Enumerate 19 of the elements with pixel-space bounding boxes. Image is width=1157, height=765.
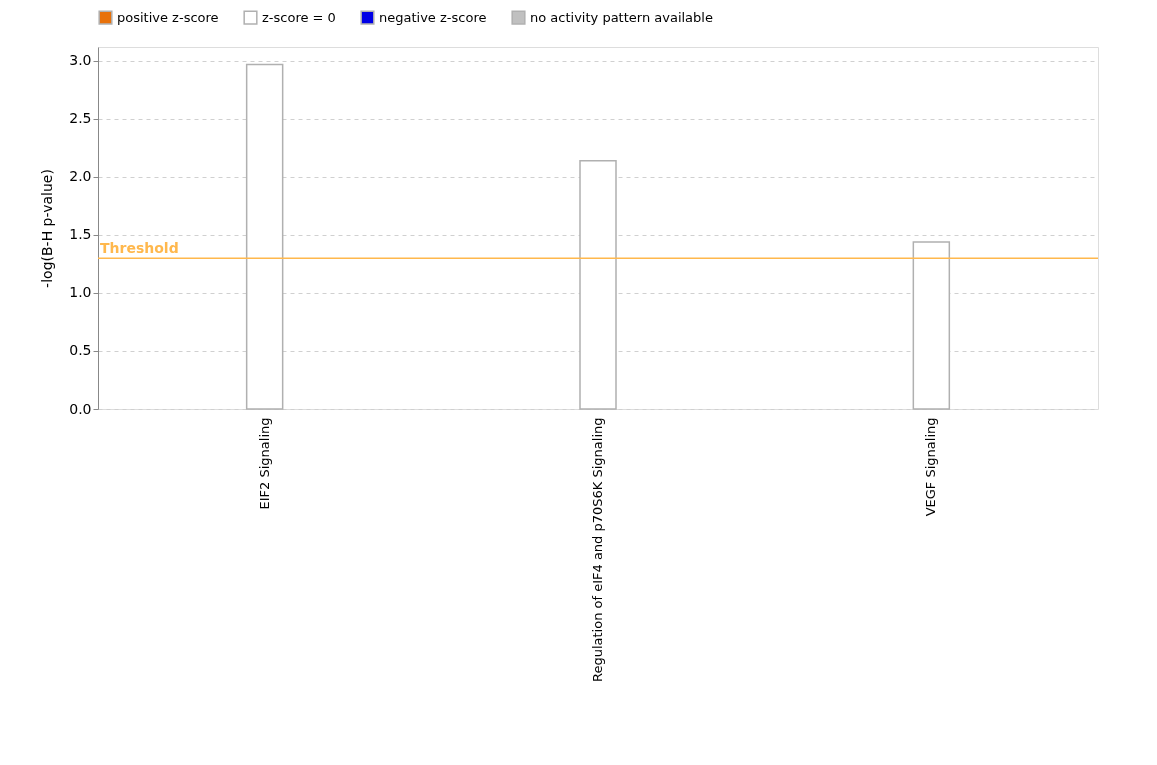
y-axis-title: -log(B-H p-value) [39,169,56,288]
bar [245,63,284,410]
bar [579,159,617,410]
legend-label: negative z-score [379,9,487,25]
legend-label: z-score = 0 [262,9,336,25]
y-tick-label: 2.5 [69,110,92,127]
y-tick-label: 1.5 [69,226,92,243]
x-tick-label: EIF2 Signaling [256,417,272,510]
ref-line-label: Threshold [100,240,179,257]
x-tick-label: Regulation of eIF4 and p70S6K Signaling [590,417,605,683]
legend-label: no activity pattern available [530,9,713,25]
y-tick-label: 0.0 [69,400,92,417]
legend-label: positive z-score [117,9,219,25]
x-tick-label: VEGF Signaling [923,417,939,517]
y-tick-label: 2.0 [69,168,92,185]
y-tick-label: 3.0 [69,52,92,69]
bar [912,241,951,410]
y-tick-label: 0.5 [69,342,92,359]
y-tick-label: 1.0 [69,284,92,301]
